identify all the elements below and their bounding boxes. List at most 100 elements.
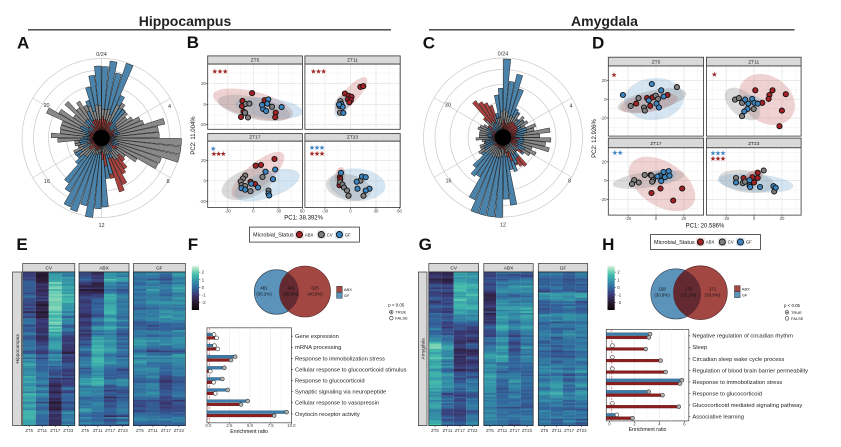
- svg-text:Negative regulation of circadi: Negative regulation of circadian rhythm: [692, 334, 793, 340]
- svg-text:481: 481: [260, 286, 268, 291]
- svg-text:441: 441: [287, 286, 295, 291]
- svg-text:ZT17: ZT17: [50, 428, 61, 433]
- svg-text:20: 20: [602, 159, 607, 164]
- svg-text:158: 158: [658, 287, 666, 292]
- svg-text:ZT11: ZT11: [443, 428, 453, 433]
- svg-text:ZT5: ZT5: [431, 428, 439, 433]
- svg-text:-20: -20: [600, 116, 607, 121]
- svg-text:6: 6: [683, 422, 686, 427]
- svg-text:FALSE: FALSE: [791, 316, 804, 321]
- svg-text:176: 176: [685, 287, 693, 292]
- svg-text:-20: -20: [625, 216, 632, 221]
- svg-text:20: 20: [602, 78, 607, 83]
- svg-text:CV: CV: [728, 240, 734, 245]
- svg-text:-30: -30: [225, 209, 232, 214]
- svg-text:B: B: [187, 33, 199, 52]
- svg-text:PC2: 11.004%: PC2: 11.004%: [191, 116, 197, 155]
- svg-text:20: 20: [201, 81, 206, 86]
- svg-text:ZT11: ZT11: [497, 428, 507, 433]
- svg-text:FALSE: FALSE: [395, 316, 408, 321]
- svg-text:GF: GF: [742, 292, 748, 297]
- svg-text:60: 60: [397, 209, 402, 214]
- svg-text:ZT23: ZT23: [63, 428, 74, 433]
- svg-text:(35.2%): (35.2%): [681, 293, 697, 298]
- svg-text:ABX: ABX: [706, 240, 715, 245]
- svg-text:ABX: ABX: [305, 232, 314, 237]
- svg-text:-2: -2: [202, 300, 206, 305]
- svg-text:2: 2: [633, 422, 636, 427]
- svg-text:Oxytocin receptor activity: Oxytocin receptor activity: [295, 412, 360, 418]
- svg-text:PC1: 38.392%: PC1: 38.392%: [284, 216, 323, 222]
- svg-text:p < 0.05: p < 0.05: [388, 303, 405, 308]
- svg-text:ZT23: ZT23: [467, 428, 478, 433]
- svg-text:12: 12: [98, 223, 104, 229]
- svg-text:Response to immobolization str: Response to immobolization stress: [295, 356, 385, 362]
- svg-text:Response to glucocorticoid: Response to glucocorticoid: [692, 391, 762, 397]
- svg-text:2: 2: [617, 270, 620, 275]
- svg-text:0: 0: [608, 422, 611, 427]
- svg-text:20: 20: [43, 103, 49, 109]
- svg-text:ABX: ABX: [504, 266, 514, 272]
- svg-text:ZT23: ZT23: [118, 428, 129, 433]
- svg-text:ZT11: ZT11: [347, 58, 358, 64]
- svg-text:0: 0: [252, 209, 255, 214]
- svg-text:16: 16: [445, 179, 451, 185]
- svg-text:ZT5: ZT5: [486, 428, 494, 433]
- svg-text:ZT5: ZT5: [251, 58, 260, 64]
- svg-text:0: 0: [204, 102, 207, 107]
- svg-text:ZT23: ZT23: [748, 141, 760, 147]
- svg-text:625: 625: [311, 286, 319, 291]
- svg-text:12: 12: [500, 223, 506, 229]
- svg-text:0: 0: [202, 285, 205, 290]
- svg-text:ZT23: ZT23: [174, 428, 185, 433]
- svg-text:CV: CV: [450, 266, 457, 272]
- svg-text:0: 0: [204, 178, 207, 183]
- svg-text:Cellular response to glucocort: Cellular response to glucocorticoid stim…: [295, 367, 407, 373]
- svg-text:171: 171: [709, 287, 717, 292]
- svg-text:(30.2%): (30.2%): [256, 292, 272, 297]
- svg-text:ZT11: ZT11: [37, 428, 47, 433]
- svg-text:0/24: 0/24: [498, 52, 509, 58]
- svg-text:Microbial_Status: Microbial_Status: [253, 233, 294, 239]
- svg-text:p < 0.05: p < 0.05: [784, 303, 801, 308]
- svg-text:-20: -20: [600, 197, 607, 202]
- svg-text:8: 8: [568, 179, 571, 185]
- svg-text:-1: -1: [617, 293, 621, 298]
- svg-text:PC1: 20.586%: PC1: 20.586%: [686, 224, 725, 230]
- svg-text:30: 30: [276, 209, 281, 214]
- svg-text:ABX: ABX: [99, 266, 109, 272]
- svg-text:TRUE: TRUE: [791, 310, 802, 315]
- svg-text:ABX: ABX: [742, 286, 750, 291]
- svg-text:0: 0: [604, 178, 607, 183]
- svg-text:E: E: [16, 235, 27, 254]
- svg-text:TRUE: TRUE: [395, 310, 406, 315]
- svg-text:ZT5: ZT5: [136, 428, 144, 433]
- svg-text:GF: GF: [345, 232, 351, 237]
- svg-text:ZT17: ZT17: [161, 428, 172, 433]
- svg-text:20: 20: [445, 103, 451, 109]
- svg-text:H: H: [602, 235, 614, 254]
- svg-text:(40.9%): (40.9%): [307, 292, 323, 297]
- svg-text:5.0: 5.0: [247, 423, 254, 428]
- svg-text:Glucocorticoid mediated signal: Glucocorticoid mediated signaling pathwa…: [692, 403, 802, 409]
- svg-text:0: 0: [349, 209, 352, 214]
- svg-text:20: 20: [201, 158, 206, 163]
- svg-text:Enrichment ratio: Enrichment ratio: [230, 429, 268, 435]
- svg-text:ZT11: ZT11: [552, 428, 562, 433]
- svg-text:1: 1: [202, 277, 205, 282]
- svg-text:-2: -2: [617, 300, 621, 305]
- svg-text:ZT11: ZT11: [148, 428, 158, 433]
- svg-text:ZT17: ZT17: [249, 135, 261, 141]
- svg-text:Amygdala: Amygdala: [420, 338, 426, 360]
- svg-text:Regulation of blood brain barr: Regulation of blood brain barrier permea…: [692, 368, 808, 374]
- svg-text:ZT23: ZT23: [576, 428, 587, 433]
- svg-text:Microbial_Status: Microbial_Status: [654, 240, 695, 246]
- svg-text:-1: -1: [202, 293, 206, 298]
- svg-text:4: 4: [569, 104, 572, 110]
- svg-text:ZT17: ZT17: [455, 428, 466, 433]
- svg-text:Circadian sleep wake cycle pro: Circadian sleep wake cycle process: [692, 357, 784, 363]
- svg-text:ZT17: ZT17: [650, 141, 662, 147]
- svg-text:4: 4: [658, 422, 661, 427]
- svg-text:GF: GF: [560, 266, 567, 272]
- svg-text:D: D: [592, 34, 604, 53]
